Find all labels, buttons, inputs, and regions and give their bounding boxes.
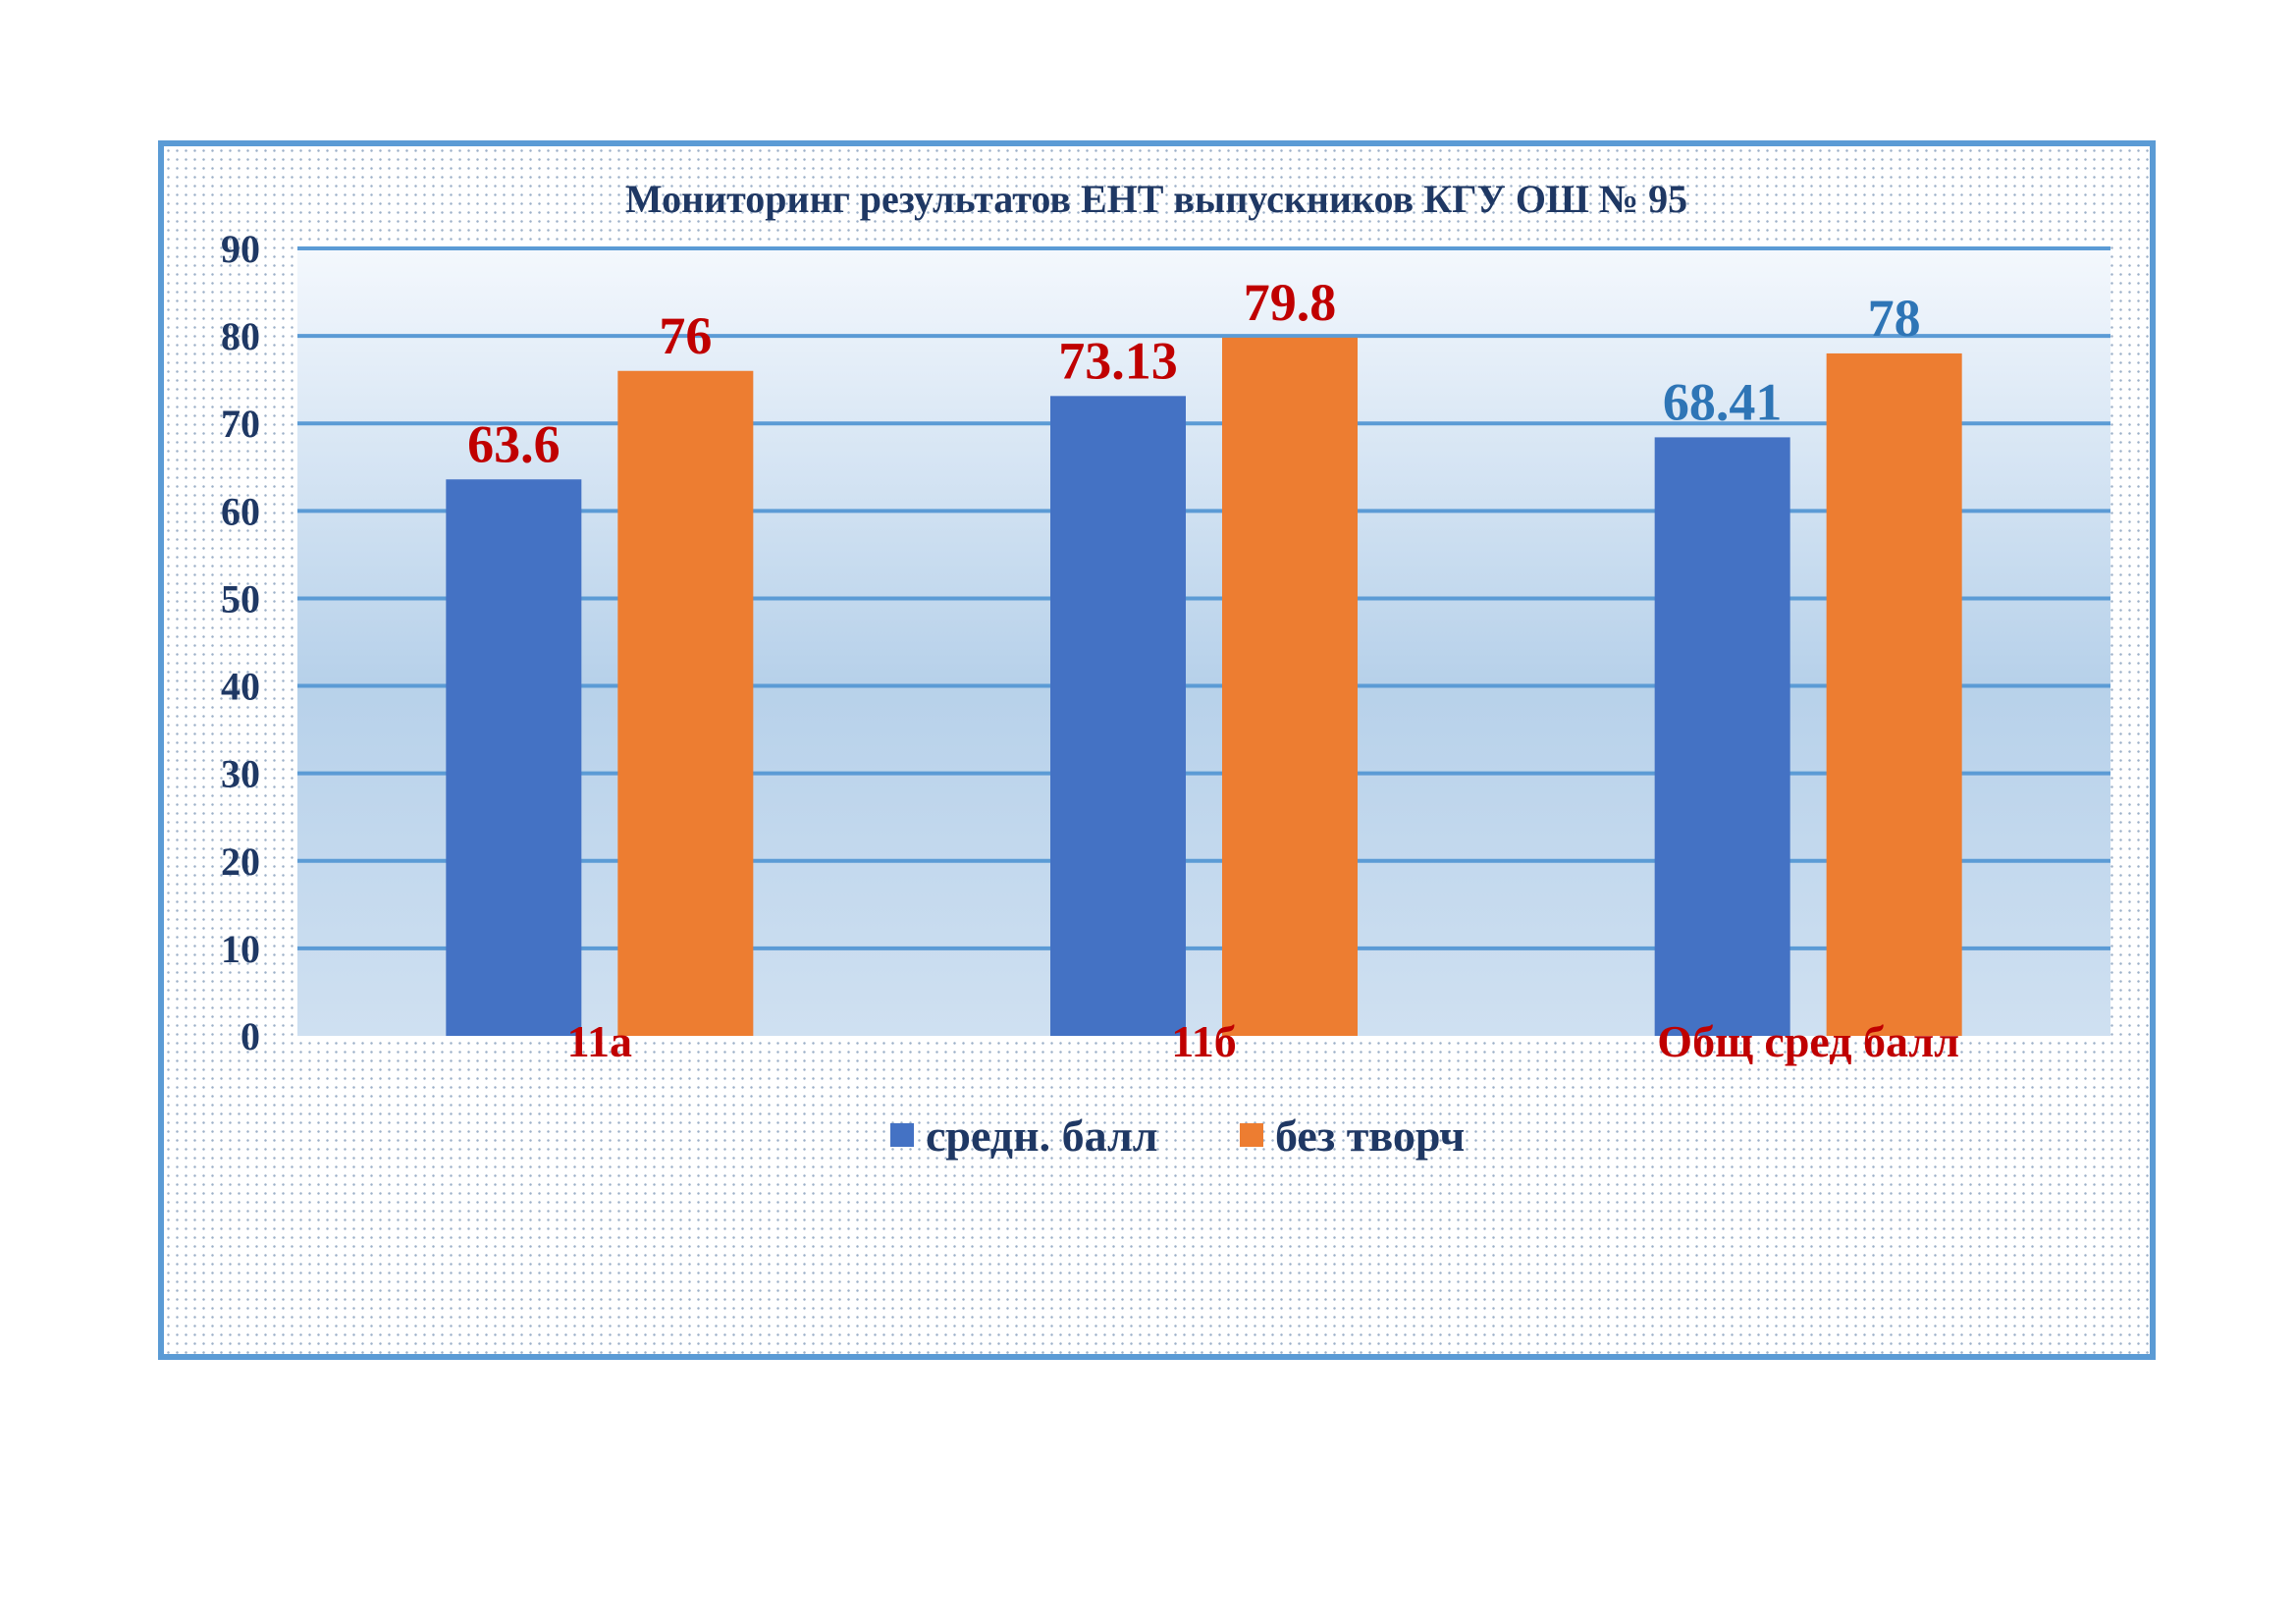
y-tick-label: 10 <box>221 927 260 971</box>
y-tick-label: 40 <box>221 665 260 709</box>
data-label: 79.8 <box>1244 273 1337 332</box>
data-label: 76 <box>659 306 712 365</box>
x-category-label: 11а <box>567 1016 632 1066</box>
legend: средн. балл без творч <box>890 1110 1465 1161</box>
legend-label: без творч <box>1275 1110 1465 1161</box>
bar <box>1050 396 1186 1036</box>
y-tick-label: 90 <box>221 227 260 271</box>
x-category-label: 11б <box>1171 1016 1236 1066</box>
plot-area <box>297 248 2110 1036</box>
bar <box>1222 337 1358 1036</box>
y-tick-label: 80 <box>221 314 260 358</box>
bar <box>1654 437 1790 1037</box>
x-axis: 11а 11б Общ сред балл <box>567 1016 1959 1066</box>
gridlines <box>297 246 2110 950</box>
y-tick-label: 60 <box>221 489 260 533</box>
y-tick-label: 70 <box>221 402 260 446</box>
bar <box>1826 352 1962 1036</box>
legend-swatch <box>890 1123 914 1147</box>
x-category-label: Общ сред балл <box>1657 1016 1959 1066</box>
y-axis: 0 10 20 30 40 50 60 70 80 90 <box>221 227 260 1058</box>
legend-swatch <box>1240 1123 1263 1147</box>
data-label: 63.6 <box>467 414 561 473</box>
y-tick-label: 20 <box>221 839 260 884</box>
data-labels: 63.6 76 73.13 79.8 68.41 78 <box>467 273 1921 473</box>
y-tick-label: 0 <box>240 1014 260 1058</box>
chart-title: Мониторинг результатов ЕНТ выпускников К… <box>625 177 1687 221</box>
data-label: 68.41 <box>1663 372 1783 431</box>
y-tick-label: 30 <box>221 752 260 796</box>
bars <box>446 337 1962 1037</box>
bar <box>446 479 582 1037</box>
bar <box>617 370 754 1036</box>
chart-frame: Мониторинг результатов ЕНТ выпускников К… <box>158 140 2156 1360</box>
data-label: 78 <box>1868 289 1921 348</box>
y-tick-label: 50 <box>221 576 260 621</box>
chart: Мониторинг результатов ЕНТ выпускников К… <box>221 177 2110 1161</box>
data-label: 73.13 <box>1058 331 1178 390</box>
legend-label: средн. балл <box>926 1110 1158 1161</box>
